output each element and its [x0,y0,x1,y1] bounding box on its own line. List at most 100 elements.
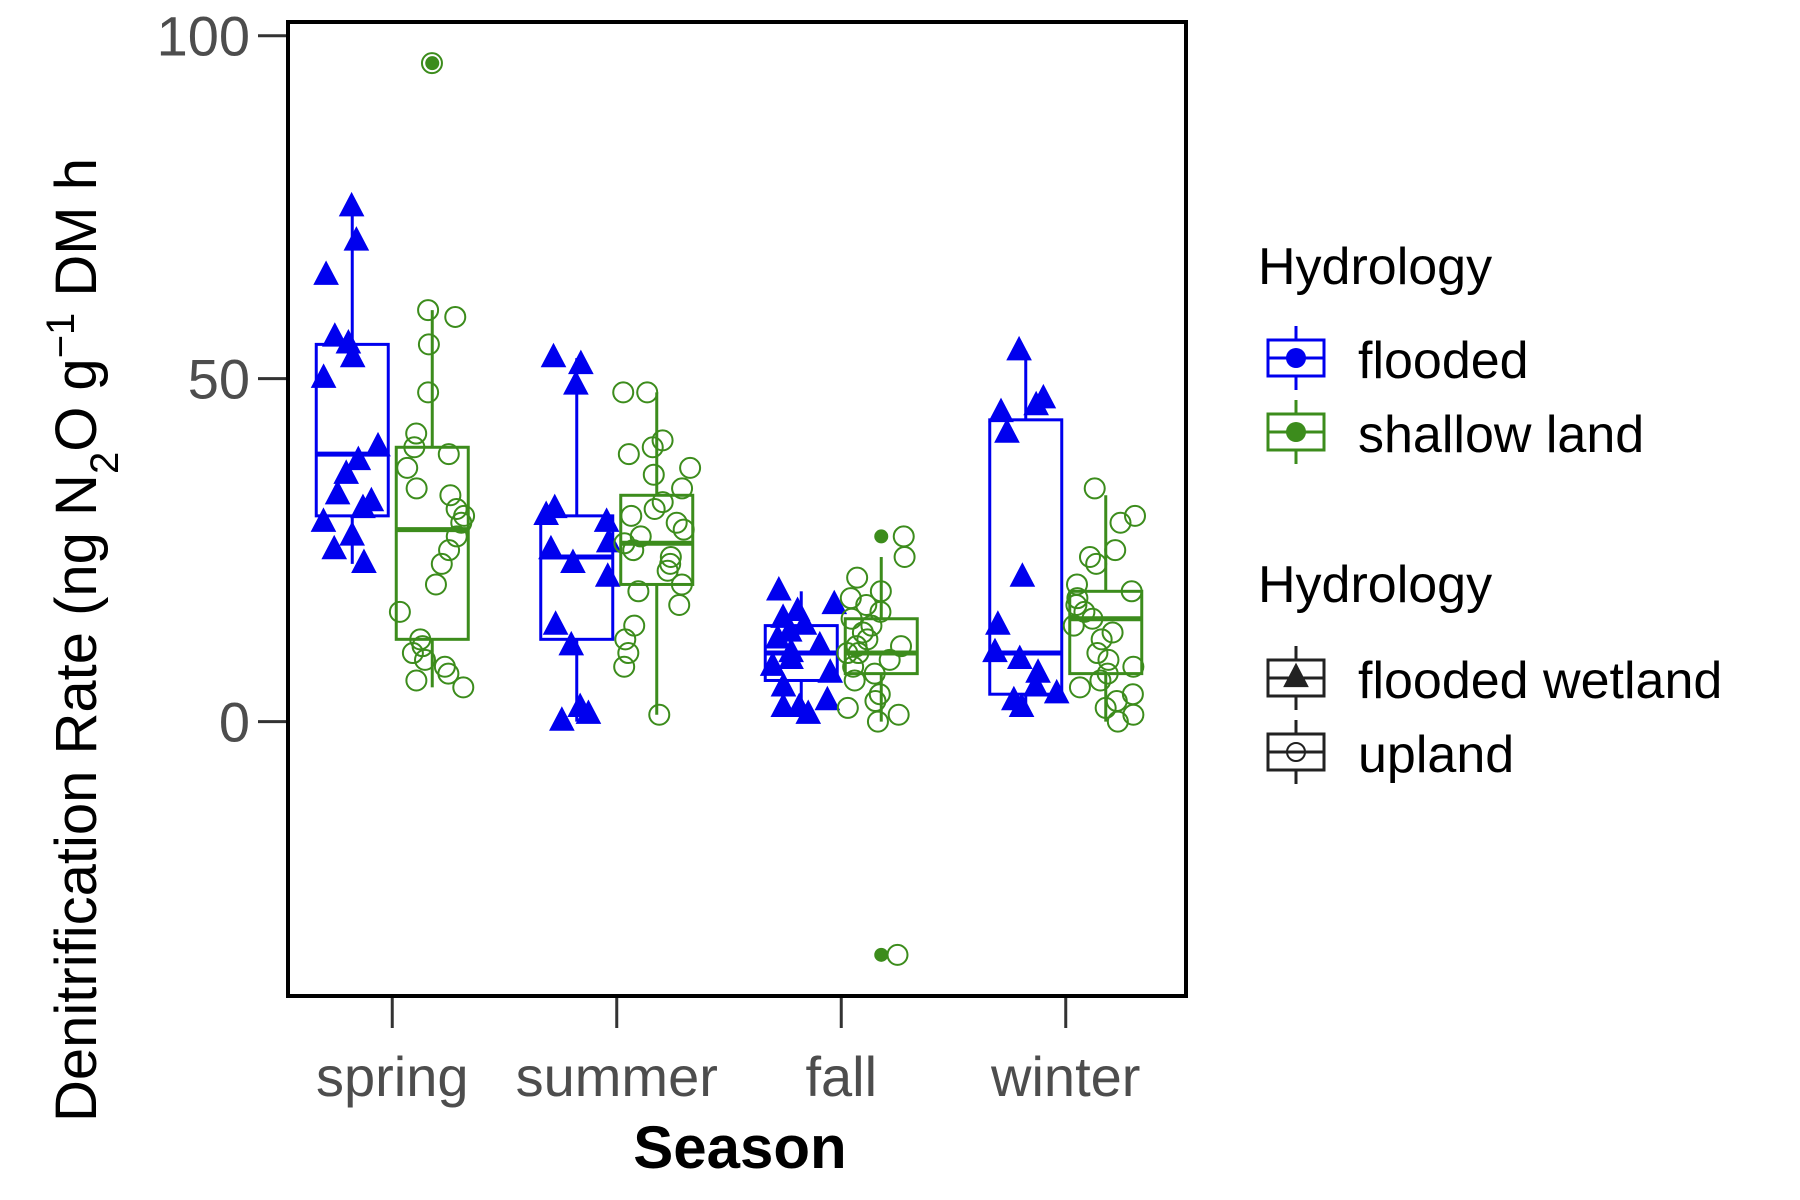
data-point [764,623,791,649]
data-point [437,662,460,685]
data-point [403,436,426,459]
data-point [994,418,1020,443]
data-point [1009,562,1036,587]
data-point [430,552,453,575]
data-point [405,422,428,445]
data-point [770,672,797,697]
data-point [1122,655,1145,678]
y-axis-title-part: O g [44,358,109,452]
data-point [668,594,691,617]
data-point [405,669,428,692]
data-point [322,322,348,347]
data-point [568,349,594,375]
data-point [806,630,833,656]
data-point [345,445,372,471]
x-tick-label-fall: fall [805,1045,877,1108]
data-point [1043,678,1070,704]
y-axis-title: Denitrification Rate (ng N2O g−1 DM h [39,158,127,1122]
data-point [542,610,569,635]
data-point [620,504,643,527]
data-point [643,498,666,520]
series-flooded [310,191,1070,731]
data-point [636,381,659,404]
data-point [1097,648,1120,671]
y-tick-label: 100 [157,5,250,68]
data-point [863,662,886,685]
data-point [452,676,475,699]
data-point [1085,552,1108,575]
legend-key-point [1286,742,1306,762]
data-point [595,527,622,553]
data-point [651,491,674,514]
data-point [1094,696,1117,719]
data-point [821,589,848,615]
panel-border [286,20,1188,998]
data-point [321,534,348,560]
data-point [648,703,671,726]
data-point [840,607,863,630]
data-point [641,436,664,459]
legend-key-point [1286,422,1306,442]
data-point [1105,690,1128,713]
y-tick-label: 50 [188,348,250,411]
data-point [417,299,440,322]
legend-hydrology-shape: Hydrology flooded wetland upland [1258,556,1722,784]
data-point [623,614,646,637]
data-point [679,456,702,479]
data-point [887,703,910,726]
data-point [878,648,901,671]
y-tick-label: 0 [219,691,250,754]
data-point [836,642,859,665]
data-point [1078,546,1101,569]
legend-key-point [1286,348,1306,368]
data-point [540,342,567,368]
data-point [1023,390,1049,416]
data-point [533,500,559,525]
data-point [770,692,797,718]
data-point [365,431,391,457]
box-winter [1068,589,1144,676]
data-point [868,683,891,706]
legend-key-upland [1266,720,1326,784]
data-point [405,477,428,500]
data-point [437,443,460,466]
x-tick-label-winter: winter [990,1045,1140,1108]
legend-label-flooded: flooded [1358,332,1529,390]
data-point [1096,662,1119,685]
data-point [836,696,859,719]
data-point [759,651,786,676]
y-axis-title-superscript: −1 [39,313,83,359]
data-point [890,635,913,658]
plot-area [258,34,1147,1028]
x-axis-title: Season [633,1114,846,1181]
data-point [614,628,637,651]
data-point [612,381,635,404]
data-point [1066,587,1089,610]
data-point [622,539,645,562]
data-point [444,305,467,328]
data-point [866,710,889,733]
data-point [439,484,462,507]
data-point [350,493,376,519]
data-point [575,699,602,724]
data-point [617,443,640,466]
data-point [438,539,461,562]
data-point [351,548,377,574]
data-point [1106,710,1129,733]
x-tick-label-spring: spring [316,1045,469,1108]
data-point [417,381,440,404]
data-point [1062,614,1085,637]
data-point [445,525,468,548]
data-point [766,575,792,601]
data-point [627,580,650,603]
data-point [982,637,1008,663]
legend-label-upland: upland [1358,726,1514,784]
data-point [1104,539,1127,562]
data-point [1090,628,1113,651]
legend-title: Hydrology [1258,556,1492,614]
data-point [1089,669,1112,692]
data-point [414,648,437,671]
data-point [558,630,585,656]
data-point [594,562,621,587]
data-point [817,658,844,683]
